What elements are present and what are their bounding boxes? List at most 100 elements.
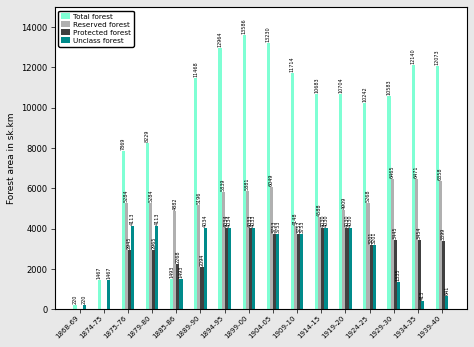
- Text: 641: 641: [444, 286, 449, 295]
- Bar: [276, 234, 279, 310]
- Text: 1467: 1467: [106, 266, 111, 279]
- Bar: [370, 245, 373, 310]
- Bar: [315, 94, 318, 310]
- Text: 4148: 4148: [293, 212, 298, 225]
- Text: 10242: 10242: [362, 86, 367, 102]
- Bar: [149, 203, 152, 310]
- Text: 6471: 6471: [414, 166, 419, 178]
- Bar: [418, 240, 421, 310]
- Text: 10583: 10583: [386, 79, 392, 95]
- Bar: [339, 94, 342, 310]
- Bar: [318, 217, 321, 310]
- Text: 4034: 4034: [227, 214, 232, 227]
- Text: 3445: 3445: [393, 227, 398, 239]
- Text: 4113: 4113: [130, 213, 135, 226]
- Text: 2945: 2945: [127, 237, 132, 249]
- Bar: [173, 211, 176, 310]
- Text: 3757: 3757: [296, 220, 301, 232]
- Bar: [300, 234, 303, 310]
- Text: 4882: 4882: [172, 197, 177, 210]
- Text: 4030: 4030: [320, 215, 325, 227]
- Bar: [397, 282, 400, 310]
- Bar: [155, 227, 158, 310]
- Bar: [98, 280, 101, 310]
- Text: 11468: 11468: [193, 61, 198, 77]
- Text: 5284: 5284: [124, 189, 129, 202]
- Bar: [146, 143, 149, 310]
- Bar: [421, 301, 424, 310]
- Text: 3753: 3753: [272, 220, 277, 233]
- Text: 2268: 2268: [175, 250, 181, 263]
- Text: 3753: 3753: [299, 220, 304, 233]
- Bar: [201, 267, 204, 310]
- Bar: [176, 264, 180, 310]
- Text: 4033: 4033: [248, 214, 253, 227]
- Bar: [387, 96, 391, 310]
- Bar: [228, 228, 231, 310]
- Bar: [225, 228, 228, 310]
- Bar: [411, 65, 415, 310]
- Bar: [125, 203, 128, 310]
- Text: 6465: 6465: [390, 166, 395, 178]
- Text: 3454: 3454: [417, 226, 422, 239]
- Bar: [442, 241, 445, 310]
- Text: 10683: 10683: [314, 77, 319, 93]
- Text: 5881: 5881: [245, 177, 250, 190]
- Bar: [243, 35, 246, 310]
- Bar: [346, 228, 348, 310]
- Text: 4030: 4030: [345, 215, 349, 227]
- Text: 4909: 4909: [341, 197, 346, 209]
- Text: 1493: 1493: [169, 266, 174, 278]
- Text: 2094: 2094: [200, 254, 205, 266]
- Y-axis label: Forest area in sk.km: Forest area in sk.km: [7, 112, 16, 204]
- Bar: [128, 250, 131, 310]
- Text: 10704: 10704: [338, 77, 343, 93]
- Text: 3201: 3201: [372, 231, 377, 244]
- Bar: [131, 227, 134, 310]
- Bar: [273, 234, 276, 310]
- Text: 1335: 1335: [396, 269, 401, 281]
- Text: 6358: 6358: [438, 168, 443, 180]
- Text: 4030: 4030: [323, 215, 328, 227]
- Bar: [73, 305, 77, 310]
- Text: 5268: 5268: [365, 190, 371, 202]
- Bar: [194, 78, 197, 310]
- Text: 4034: 4034: [203, 214, 208, 227]
- Bar: [439, 181, 442, 310]
- Text: 5284: 5284: [148, 189, 153, 202]
- Text: 12964: 12964: [218, 32, 222, 47]
- Text: 220: 220: [82, 295, 87, 304]
- Text: 13230: 13230: [266, 26, 271, 42]
- Text: 5196: 5196: [196, 191, 201, 204]
- Text: 7869: 7869: [121, 137, 126, 150]
- Bar: [122, 151, 125, 310]
- Text: 2965: 2965: [151, 236, 156, 248]
- Text: 13586: 13586: [242, 19, 246, 34]
- Bar: [83, 305, 86, 310]
- Bar: [366, 203, 370, 310]
- Bar: [246, 191, 249, 310]
- Text: 413: 413: [420, 291, 425, 300]
- Bar: [342, 210, 346, 310]
- Bar: [152, 249, 155, 310]
- Bar: [107, 280, 110, 310]
- Text: 11714: 11714: [290, 57, 295, 72]
- Text: 8229: 8229: [145, 130, 150, 143]
- Text: 12073: 12073: [435, 49, 440, 65]
- Text: 3201: 3201: [369, 231, 374, 244]
- Bar: [391, 179, 394, 310]
- Bar: [219, 48, 221, 310]
- Text: 1493: 1493: [179, 266, 183, 278]
- Bar: [221, 192, 225, 310]
- Bar: [297, 234, 300, 310]
- Text: 4588: 4588: [317, 203, 322, 216]
- Bar: [291, 73, 294, 310]
- Bar: [324, 228, 328, 310]
- Bar: [204, 228, 207, 310]
- Bar: [180, 279, 182, 310]
- Text: 4034: 4034: [224, 214, 229, 227]
- Bar: [249, 228, 252, 310]
- Bar: [394, 240, 397, 310]
- Bar: [373, 245, 376, 310]
- Text: 5839: 5839: [220, 178, 226, 191]
